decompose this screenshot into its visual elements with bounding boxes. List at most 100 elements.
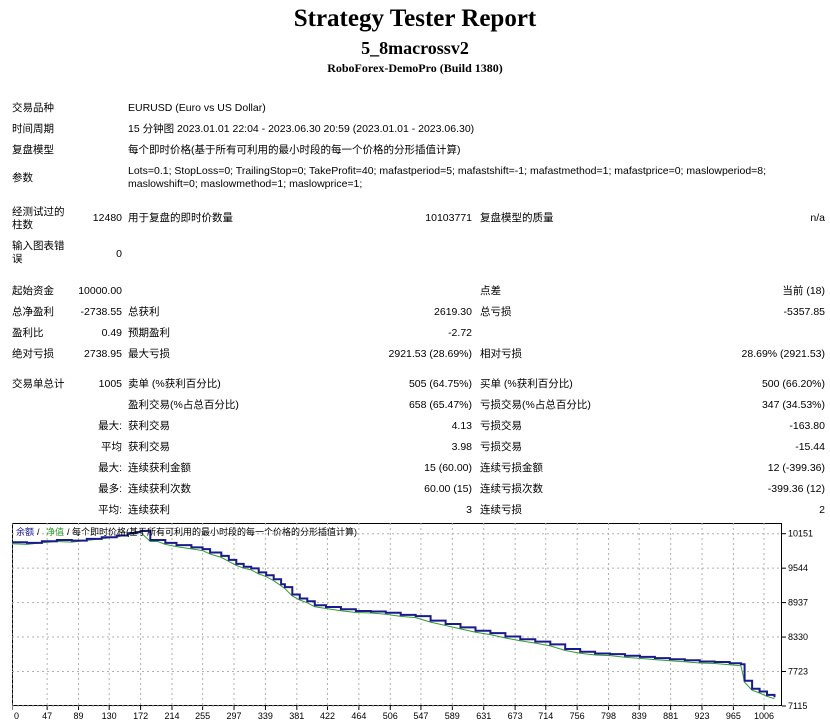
- spread-value: 当前 (18): [782, 285, 825, 297]
- x-tick-label: 839: [632, 711, 647, 721]
- chart-series: [12, 529, 776, 700]
- rel-drawdown-label: 相对亏损: [480, 348, 522, 360]
- period-label: 时间周期: [12, 123, 54, 135]
- symbol-value: EURUSD (Euro vs US Dollar): [128, 102, 266, 114]
- max-cons-profit-label: 连续获利次数: [128, 483, 191, 495]
- x-tick-label: 1006: [754, 711, 774, 721]
- legend-balance: 余额: [16, 526, 34, 537]
- net-profit-value: -2738.55: [80, 306, 122, 318]
- profit-factor-value: 0.49: [101, 327, 122, 339]
- x-tick-label: 923: [694, 711, 709, 721]
- y-tick-label: 8937: [788, 598, 808, 608]
- model-value: 每个即时价格(基于所有可利用的最小时段的每一个价格的分形插值计算): [128, 144, 461, 156]
- max-cons-wins-label: 连续获利金额: [128, 462, 191, 474]
- equity-line: [12, 531, 775, 700]
- bars-value: 12480: [92, 212, 122, 224]
- x-tick-label: 130: [102, 711, 117, 721]
- params-label: 参数: [12, 172, 33, 184]
- expert-name: 5_8macrossv2: [361, 38, 469, 58]
- net-profit-label: 总净盈利: [12, 306, 54, 318]
- max-cons-loss-value: -399.36 (12): [767, 483, 825, 495]
- long-positions-label: 买单 (%获利百分比): [480, 378, 573, 390]
- avg-cons-losses-value: 2: [819, 504, 825, 516]
- expected-payoff-label: 预期盈利: [128, 327, 170, 339]
- long-positions-value: 500 (66.20%): [761, 378, 825, 390]
- params-value: Lots=0.1; StopLoss=0; TrailingStop=0; Ta…: [128, 165, 767, 190]
- x-tick-labels: 0 47 89 130 172 214 255 297 339 381 422 464 506 547 58…: [14, 711, 774, 721]
- max-cons-losses-label: 连续亏损金额: [480, 462, 543, 474]
- profit-factor-label: 盈利比: [12, 327, 44, 339]
- abs-drawdown-value: 2738.95: [84, 348, 122, 360]
- ticks-label: 用于复盘的即时价数量: [128, 212, 233, 224]
- symbol-label: 交易品种: [12, 102, 54, 114]
- balance-chart: 0 47 89 130 172 214 255 297 339 381 422 464 506 547 58…: [12, 523, 813, 721]
- y-tick-label: 9544: [788, 563, 808, 573]
- x-tick-label: 965: [726, 711, 741, 721]
- x-tick-label: 89: [74, 711, 84, 721]
- loss-trades-label: 亏损交易(%占总百分比): [480, 399, 591, 411]
- quality-value: n/a: [810, 212, 825, 224]
- profit-trades-value: 658 (65.47%): [408, 399, 472, 411]
- model-label: 复盘模型: [12, 144, 54, 156]
- largest-prefix: 最大:: [98, 420, 122, 432]
- gross-loss-value: -5357.85: [783, 306, 825, 318]
- largest-loss-value: -163.80: [789, 420, 825, 432]
- x-tick-label: 381: [289, 711, 304, 721]
- avg-loss-label: 亏损交易: [480, 441, 522, 453]
- profit-trades-label: 盈利交易(%占总百分比): [128, 399, 239, 411]
- ticks-value: 10103771: [425, 212, 472, 224]
- avg-cons-wins-label: 连续获利: [128, 504, 170, 516]
- x-tick-label: 673: [508, 711, 523, 721]
- average-prefix: 平均: [101, 441, 122, 453]
- max-cons-losses-value: 12 (-399.36): [767, 462, 825, 474]
- x-tick-label: 756: [570, 711, 585, 721]
- y-tick-label: 7115: [788, 701, 807, 711]
- deposit-value: 10000.00: [78, 285, 122, 297]
- total-trades-label: 交易单总计: [12, 378, 65, 390]
- quality-label: 复盘模型的质量: [480, 212, 554, 224]
- legend-sep: /: [37, 527, 40, 537]
- y-tick-label: 7723: [788, 666, 808, 676]
- gross-profit-label: 总获利: [128, 306, 160, 318]
- chart-grid: [12, 523, 786, 710]
- loss-trades-value: 347 (34.53%): [761, 399, 825, 411]
- x-tick-label: 631: [476, 711, 491, 721]
- y-tick-label: 10151: [788, 529, 813, 539]
- x-tick-label: 589: [445, 711, 460, 721]
- max-cons-wins-value: 15 (60.00): [424, 462, 472, 474]
- largest-loss-label: 亏损交易: [480, 420, 522, 432]
- gross-loss-label: 总亏损: [480, 306, 512, 318]
- mismatch-label: 输入图表错误: [12, 240, 65, 265]
- bars-label: 经测试过的柱数: [12, 206, 65, 231]
- y-tick-labels: 7115 7723 8330 8937 9544 10151: [788, 529, 813, 711]
- avg-profit-value: 3.98: [451, 441, 472, 453]
- x-tick-label: 547: [413, 711, 428, 721]
- report-title: Strategy Tester Report: [293, 5, 537, 32]
- max-cons-profit-value: 60.00 (15): [424, 483, 472, 495]
- spread-label: 点差: [480, 285, 501, 297]
- avg-profit-label: 获利交易: [128, 441, 170, 453]
- rel-drawdown-value: 28.69% (2921.53): [741, 348, 825, 360]
- broker-build: RoboForex-DemoPro (Build 1380): [327, 61, 503, 75]
- x-tick-label: 714: [538, 711, 553, 721]
- max-cons-prefix: 最大:: [98, 462, 122, 474]
- balance-line: [12, 529, 776, 698]
- x-tick-label: 47: [42, 711, 52, 721]
- x-tick-label: 0: [14, 711, 19, 721]
- max-drawdown-label: 最大亏损: [128, 348, 170, 360]
- mismatch-value: 0: [116, 248, 122, 260]
- x-tick-label: 464: [351, 711, 366, 721]
- avg-cons-wins-value: 3: [466, 504, 472, 516]
- legend-equity: 净值: [46, 526, 64, 537]
- plot-frame: [12, 523, 782, 706]
- x-tick-label: 798: [601, 711, 616, 721]
- max-drawdown-value: 2921.53 (28.69%): [388, 348, 472, 360]
- gross-profit-value: 2619.30: [434, 306, 472, 318]
- legend-model: / 每个即时价格(基于所有可利用的最小时段的每一个价格的分形插值计算): [67, 526, 357, 537]
- max-cons2-prefix: 最多:: [98, 483, 122, 495]
- x-tick-label: 255: [195, 711, 210, 721]
- max-cons-loss-label: 连续亏损次数: [480, 483, 543, 495]
- short-positions-label: 卖单 (%获利百分比): [128, 378, 221, 390]
- x-tick-label: 506: [383, 711, 398, 721]
- avg-cons-prefix: 平均:: [98, 504, 122, 516]
